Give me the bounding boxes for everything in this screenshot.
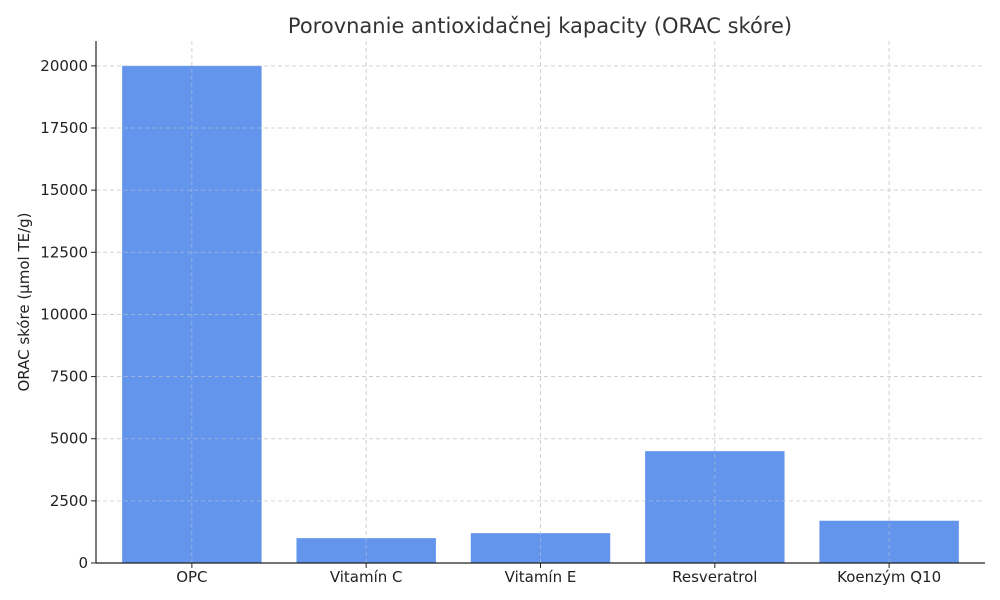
- y-tick-label: 2500: [50, 492, 88, 510]
- y-tick-label: 17500: [40, 119, 88, 137]
- x-tick-label: OPC: [176, 568, 207, 586]
- x-tick-label: Vitamín C: [330, 568, 403, 586]
- x-tick-label: Resveratrol: [672, 568, 757, 586]
- chart-title: Porovnanie antioxidačnej kapacity (ORAC …: [288, 14, 792, 38]
- y-tick-label: 7500: [50, 368, 88, 386]
- y-tick-label: 15000: [40, 181, 88, 199]
- y-axis-label: ORAC skóre (µmol TE/g): [15, 212, 33, 391]
- x-tick-label: Koenzým Q10: [837, 568, 941, 586]
- y-tick-label: 12500: [40, 243, 88, 261]
- y-tick-label: 5000: [50, 430, 88, 448]
- y-tick-label: 0: [78, 554, 88, 572]
- x-ticks: OPC Vitamín C Vitamín E Resveratrol Koenzým …: [176, 563, 941, 586]
- bar-vitamín-c: [296, 538, 436, 563]
- x-tick-label: Vitamín E: [505, 568, 577, 586]
- y-tick-label: 20000: [40, 57, 88, 75]
- y-tick-label: 10000: [40, 305, 88, 323]
- y-ticks: 0 2500 5000 7500 10000 12500 15000 17500 20000: [40, 57, 96, 572]
